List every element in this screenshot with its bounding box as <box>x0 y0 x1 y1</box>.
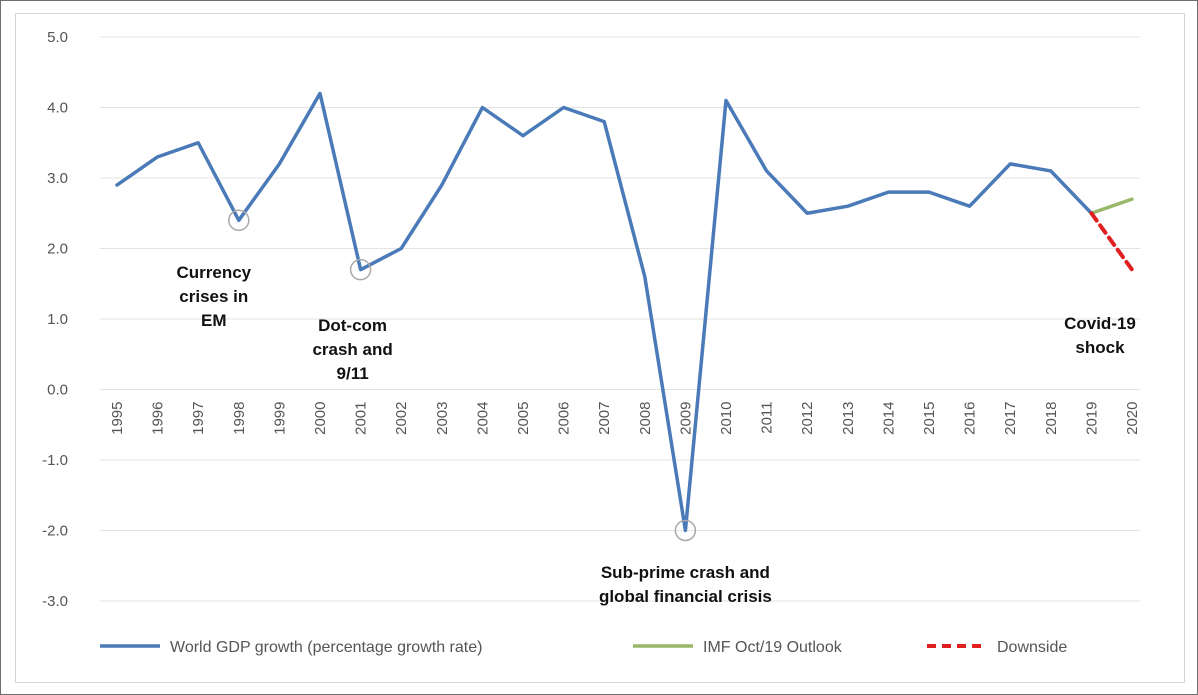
y-tick-label: 0.0 <box>47 382 68 399</box>
legend-label: Downside <box>997 639 1067 656</box>
event-marker-circle <box>674 519 697 542</box>
chart-panel <box>15 13 1185 683</box>
x-tick-label: 2015 <box>921 402 938 435</box>
x-tick-label: 2004 <box>474 402 491 435</box>
annotation-line: Dot-com <box>318 316 387 335</box>
x-axis-ticks: 1995 1996 1997 1998 1999 2000 2001 2002 2003 2004… <box>109 401 1141 434</box>
x-tick-label: 1998 <box>231 402 248 435</box>
x-tick-label: 1997 <box>190 402 207 435</box>
x-tick-label: 2008 <box>637 402 654 435</box>
annotations: Currency crises in EM Dot-com crash and 9/11 S… <box>176 263 1135 606</box>
annotation-label: Dot-com crash and 9/11 <box>312 316 392 383</box>
x-tick-label: 2010 <box>718 402 735 435</box>
x-tick-label: 2009 <box>677 402 694 435</box>
x-tick-label: 2000 <box>312 402 329 435</box>
series-line-0 <box>115 91 1094 533</box>
event-marker-circle <box>349 258 372 281</box>
y-tick-label: 5.0 <box>47 29 68 46</box>
x-tick-label: 2013 <box>840 402 857 435</box>
y-tick-label: 3.0 <box>47 170 68 187</box>
x-tick-label: 2007 <box>596 402 613 435</box>
y-axis-ticks: 5.0 4.0 3.0 2.0 1.0 0.0 -1.0 -2.0 -3.0 <box>42 29 68 610</box>
x-tick-label: 1995 <box>109 402 126 435</box>
x-tick-label: 2001 <box>353 402 370 435</box>
annotation-line: 9/11 <box>337 364 369 383</box>
x-tick-label: 2006 <box>556 402 573 435</box>
annotation-label: Sub-prime crash and global financial cris… <box>599 563 772 606</box>
x-tick-label: 1999 <box>271 402 288 435</box>
annotation-line: crises in <box>179 287 248 306</box>
event-markers <box>228 209 697 542</box>
y-tick-label: -1.0 <box>42 452 68 469</box>
annotation-line: crash and <box>312 340 392 359</box>
x-tick-label: 2016 <box>962 402 979 435</box>
y-tick-label: -3.0 <box>42 593 68 610</box>
legend-label: IMF Oct/19 Outlook <box>703 639 843 656</box>
annotation-label: Covid-19 shock <box>1064 314 1136 357</box>
x-tick-label: 2002 <box>393 402 410 435</box>
annotation-line: global financial crisis <box>599 587 772 606</box>
y-tick-label: -2.0 <box>42 523 68 540</box>
annotation-line: shock <box>1075 338 1125 357</box>
series-line-2 <box>1089 211 1134 272</box>
y-tick-label: 4.0 <box>47 100 68 117</box>
x-tick-label: 2018 <box>1043 402 1060 435</box>
x-tick-label: 2003 <box>434 402 451 435</box>
x-tick-label: 2011 <box>759 402 776 434</box>
x-tick-label: 2014 <box>880 402 897 435</box>
annotation-label: Currency crises in EM <box>176 263 251 330</box>
legend-label: World GDP growth (percentage growth rate… <box>170 639 482 656</box>
y-tick-label: 2.0 <box>47 241 68 258</box>
annotation-line: Currency <box>176 263 251 282</box>
x-tick-label: 2020 <box>1124 402 1141 435</box>
x-tick-label: 2005 <box>515 402 532 435</box>
annotation-line: Covid-19 <box>1064 314 1136 333</box>
x-tick-label: 1996 <box>150 402 167 435</box>
x-tick-label: 2019 <box>1083 402 1100 435</box>
legend: World GDP growth (percentage growth rate… <box>100 639 1067 656</box>
series-lines <box>115 91 1134 533</box>
series-line-1 <box>1089 197 1134 215</box>
event-marker-circle <box>228 209 250 232</box>
annotation-line: Sub-prime crash and <box>601 563 770 582</box>
annotation-line: EM <box>201 311 227 330</box>
gridlines <box>100 36 1140 602</box>
y-tick-label: 1.0 <box>47 311 68 328</box>
x-tick-label: 2012 <box>799 402 816 435</box>
x-tick-label: 2017 <box>1002 401 1019 434</box>
